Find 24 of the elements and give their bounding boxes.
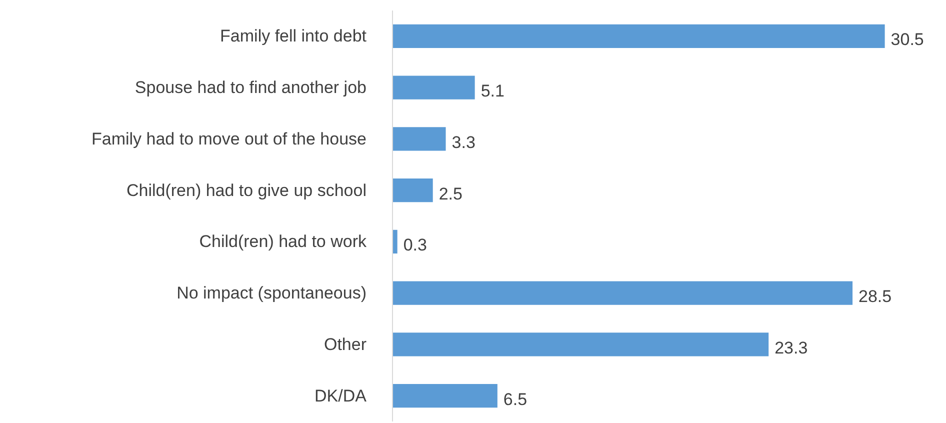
data-label: 0.3	[403, 236, 427, 255]
bar	[392, 24, 885, 48]
data-label: 23.3	[774, 338, 808, 358]
bar	[392, 127, 446, 151]
data-label: 3.3	[452, 132, 476, 152]
y-tick-label: Child(ren) had to give up school	[126, 180, 367, 200]
bar	[392, 230, 398, 254]
bar	[392, 76, 475, 100]
data-label: 5.1	[480, 82, 504, 101]
data-label: 6.5	[503, 390, 528, 409]
data-label: 28.5	[858, 287, 892, 306]
bar	[392, 384, 498, 408]
data-label: 30.5	[890, 30, 924, 50]
y-tick-label: DK/DA	[314, 386, 368, 406]
y-tick-label: Family had to move out of the house	[92, 129, 367, 148]
bar	[392, 281, 853, 305]
data-label: 2.5	[438, 184, 462, 204]
bar	[392, 332, 769, 356]
y-tick-label: Other	[324, 334, 367, 354]
y-tick-label: Child(ren) had to work	[199, 232, 367, 252]
y-tick-label: Spouse had to find another job	[134, 78, 367, 98]
y-tick-label: Family fell into debt	[220, 26, 367, 46]
y-tick-label: No impact (spontaneous)	[176, 284, 367, 303]
bar	[392, 178, 433, 202]
